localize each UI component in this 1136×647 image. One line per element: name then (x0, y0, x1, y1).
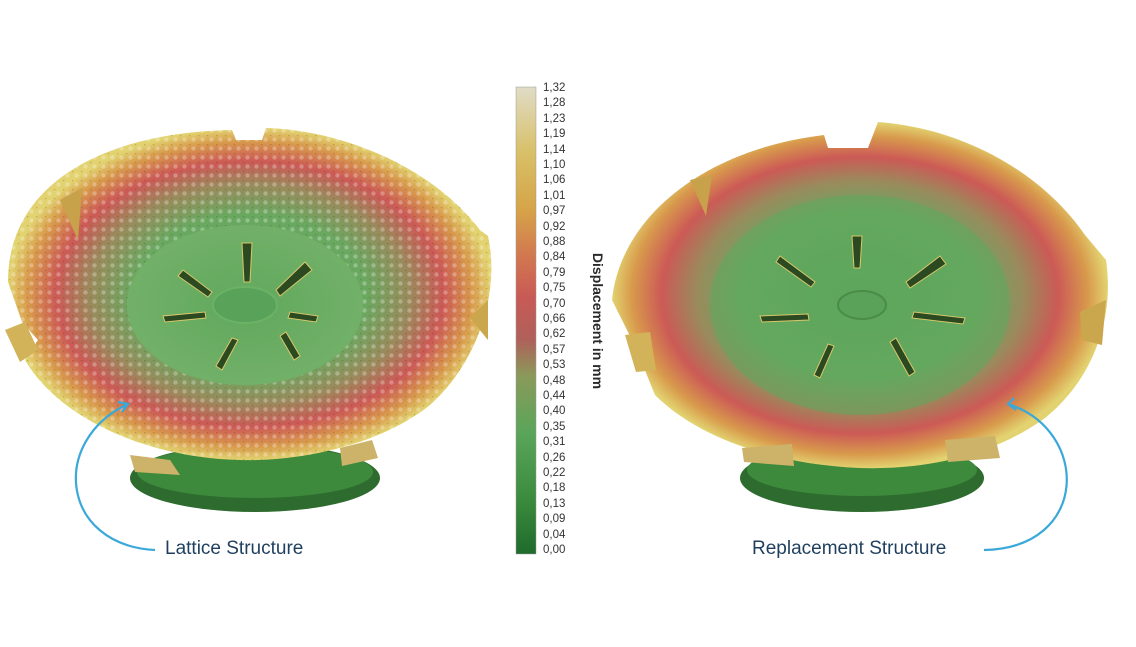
legend-tick-label: 0,48 (543, 374, 566, 387)
legend-tick-label: 0,62 (543, 328, 566, 341)
legend-tick-label: 0,75 (543, 282, 566, 295)
lattice-structure-model (5, 128, 492, 512)
legend-title: Displacement in mm (590, 240, 606, 400)
legend-title-text: Displacement in mm (590, 252, 606, 390)
legend-tick-label: 0,09 (543, 513, 566, 526)
legend-tick-label: 0,97 (543, 205, 566, 218)
legend-tick-labels: 1,32 1,28 1,23 1,19 1,14 1,10 1,06 1,01 0,97 0,92… (543, 82, 587, 556)
legend-tick-label: 1,06 (543, 174, 566, 187)
replacement-structure-label: Replacement Structure (752, 538, 947, 559)
legend-tick-label: 0,35 (543, 420, 566, 433)
legend-tick-label: 0,04 (543, 528, 566, 541)
legend-tick-label: 0,88 (543, 236, 566, 248)
legend-tick-label: 0,70 (543, 297, 566, 310)
legend-tick-label: 1,14 (543, 143, 566, 156)
legend-tick-label: 0,44 (543, 390, 566, 402)
replacement-arrow (983, 397, 1068, 552)
legend-tick-label: 0,57 (543, 343, 566, 356)
legend-tick-label: 1,28 (543, 97, 566, 110)
legend-tick-label: 0,84 (543, 251, 566, 264)
legend-tick-label: 0,22 (543, 467, 566, 479)
legend-tick-label: 1,10 (543, 159, 566, 171)
legend-tick-label: 0,40 (543, 405, 566, 418)
lattice-arrow (74, 400, 156, 552)
legend-tick-label: 1,01 (543, 189, 566, 202)
color-legend-bar (515, 86, 537, 555)
legend-tick-label: 0,18 (543, 482, 566, 495)
legend-tick-label: 0,66 (543, 313, 566, 325)
legend-tick-label: 0,53 (543, 359, 566, 372)
lattice-structure-label: Lattice Structure (165, 538, 304, 559)
legend-tick-label: 0,79 (543, 266, 566, 279)
legend-tick-label: 0,92 (543, 220, 566, 233)
legend-tick-label: 1,32 (543, 82, 566, 94)
replacement-structure-model (612, 122, 1108, 512)
legend-tick-label: 0,00 (543, 544, 566, 556)
legend-tick-label: 1,23 (543, 112, 566, 125)
legend-tick-label: 0,26 (543, 451, 566, 464)
legend-tick-label: 1,19 (543, 128, 566, 141)
legend-tick-label: 0,13 (543, 497, 566, 510)
legend-tick-label: 0,31 (543, 436, 566, 449)
